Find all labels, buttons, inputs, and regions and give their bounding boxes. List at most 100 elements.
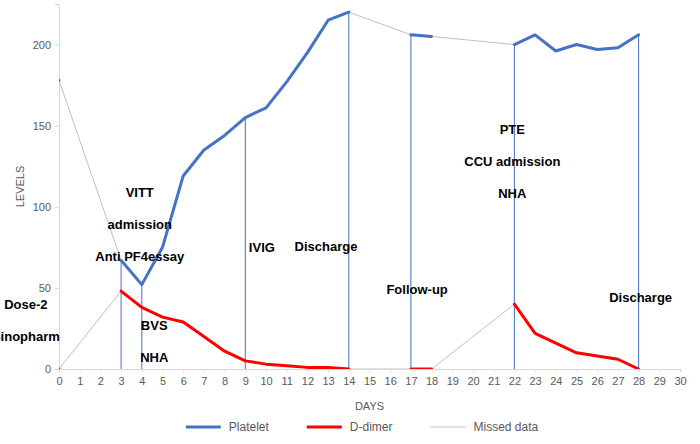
annotation: CCU admission	[464, 154, 560, 169]
x-tick: 3	[119, 369, 125, 387]
y-tick-label: 200	[33, 39, 51, 51]
x-tick-label: 19	[447, 375, 459, 387]
x-tick-label: 13	[322, 375, 334, 387]
y-tick-label: 0	[45, 363, 51, 375]
x-tick-label: 11	[281, 375, 292, 387]
x-tick-mark	[349, 369, 350, 372]
x-tick-mark	[411, 369, 412, 372]
x-tick: 9	[243, 369, 249, 387]
x-tick-mark	[121, 369, 122, 372]
x-tick: 7	[201, 369, 207, 387]
x-tick: 0	[56, 369, 62, 387]
x-tick-label: 16	[385, 375, 397, 387]
missed-data-line	[59, 80, 121, 260]
annotation: PTE	[500, 122, 526, 137]
annotation: IVIG	[249, 240, 275, 255]
x-tick-label: 28	[633, 375, 645, 387]
x-tick: 5	[160, 369, 166, 387]
y-axis-line	[55, 5, 60, 370]
x-tick-mark	[370, 369, 371, 372]
event-line	[121, 260, 122, 369]
annotation: VITT	[126, 185, 154, 200]
annotation: NHA	[498, 186, 527, 201]
y-tick: 100	[33, 201, 59, 213]
y-axis: 050100150200	[33, 5, 60, 376]
x-tick-mark	[80, 369, 81, 372]
legend-item: Platelet	[186, 420, 270, 434]
x-tick-mark	[142, 369, 143, 372]
x-tick-mark	[659, 369, 660, 372]
y-tick-label: 50	[39, 282, 51, 294]
x-tick: 29	[654, 369, 666, 387]
missed-data-line	[349, 12, 411, 35]
annotation: Sinopharm	[0, 329, 60, 344]
x-tick: 21	[488, 369, 500, 387]
x-tick-mark	[577, 369, 578, 372]
x-tick: 20	[467, 369, 479, 387]
event-line	[348, 12, 349, 369]
series-line	[59, 291, 639, 369]
x-tick-label: 14	[343, 375, 355, 387]
x-tick: 22	[509, 369, 521, 387]
x-tick-mark	[639, 369, 640, 372]
y-tick-mark	[55, 126, 59, 127]
y-tick-mark	[55, 207, 59, 208]
x-tick-mark	[245, 369, 246, 372]
x-tick-mark	[535, 369, 536, 372]
chart: 0123456789101112131415161718192021222324…	[0, 0, 700, 444]
y-tick-mark	[55, 369, 59, 370]
annotation: Dose-2	[4, 297, 47, 312]
missed-data-line	[59, 291, 121, 369]
x-tick-label: 8	[222, 375, 228, 387]
x-tick-mark	[473, 369, 474, 372]
x-tick: 2	[98, 369, 104, 387]
x-tick: 30	[674, 369, 686, 387]
y-tick-mark	[55, 45, 59, 46]
x-tick-mark	[328, 369, 329, 372]
x-tick-mark	[307, 369, 308, 372]
annotation: admission	[108, 217, 172, 232]
x-tick: 11	[281, 369, 292, 387]
x-tick-label: 23	[529, 375, 541, 387]
x-tick-label: 18	[426, 375, 438, 387]
annotation: Discharge	[609, 290, 672, 305]
event-line	[638, 35, 639, 369]
x-tick-mark	[514, 369, 515, 372]
x-tick: 4	[139, 369, 145, 387]
x-tick-label: 20	[467, 375, 479, 387]
x-tick-mark	[680, 369, 681, 372]
x-tick-mark	[452, 369, 453, 372]
x-tick: 16	[385, 369, 397, 387]
legend-item: D-dimer	[307, 420, 393, 434]
event-line	[410, 35, 411, 369]
x-tick-label: 29	[654, 375, 666, 387]
x-tick: 8	[222, 369, 228, 387]
x-tick-mark	[100, 369, 101, 372]
x-tick-mark	[287, 369, 288, 372]
y-tick: 50	[39, 282, 59, 294]
legend-label: D-dimer	[350, 420, 393, 434]
x-tick: 18	[426, 369, 438, 387]
x-tick: 10	[260, 369, 272, 387]
missed-data-line	[349, 369, 411, 370]
x-tick-mark	[556, 369, 557, 372]
legend-swatch	[431, 427, 466, 428]
y-tick-label: 100	[33, 201, 51, 213]
x-tick: 23	[529, 369, 541, 387]
x-tick: 24	[550, 369, 562, 387]
missed-data-line	[432, 36, 515, 44]
x-tick-mark	[266, 369, 267, 372]
x-tick-label: 30	[674, 375, 686, 387]
x-tick: 19	[447, 369, 459, 387]
x-tick-mark	[494, 369, 495, 372]
event-line	[514, 45, 515, 369]
annotation: Follow-up	[386, 282, 447, 297]
x-tick-label: 3	[119, 375, 125, 387]
legend-label: Missed data	[474, 420, 539, 434]
x-tick-label: 15	[364, 375, 376, 387]
legend-swatch	[186, 426, 221, 429]
legend: Platelet D-dimer Missed data	[186, 420, 539, 434]
x-tick-label: 12	[302, 375, 314, 387]
missed-data-line	[432, 304, 515, 369]
x-tick-label: 7	[201, 375, 207, 387]
